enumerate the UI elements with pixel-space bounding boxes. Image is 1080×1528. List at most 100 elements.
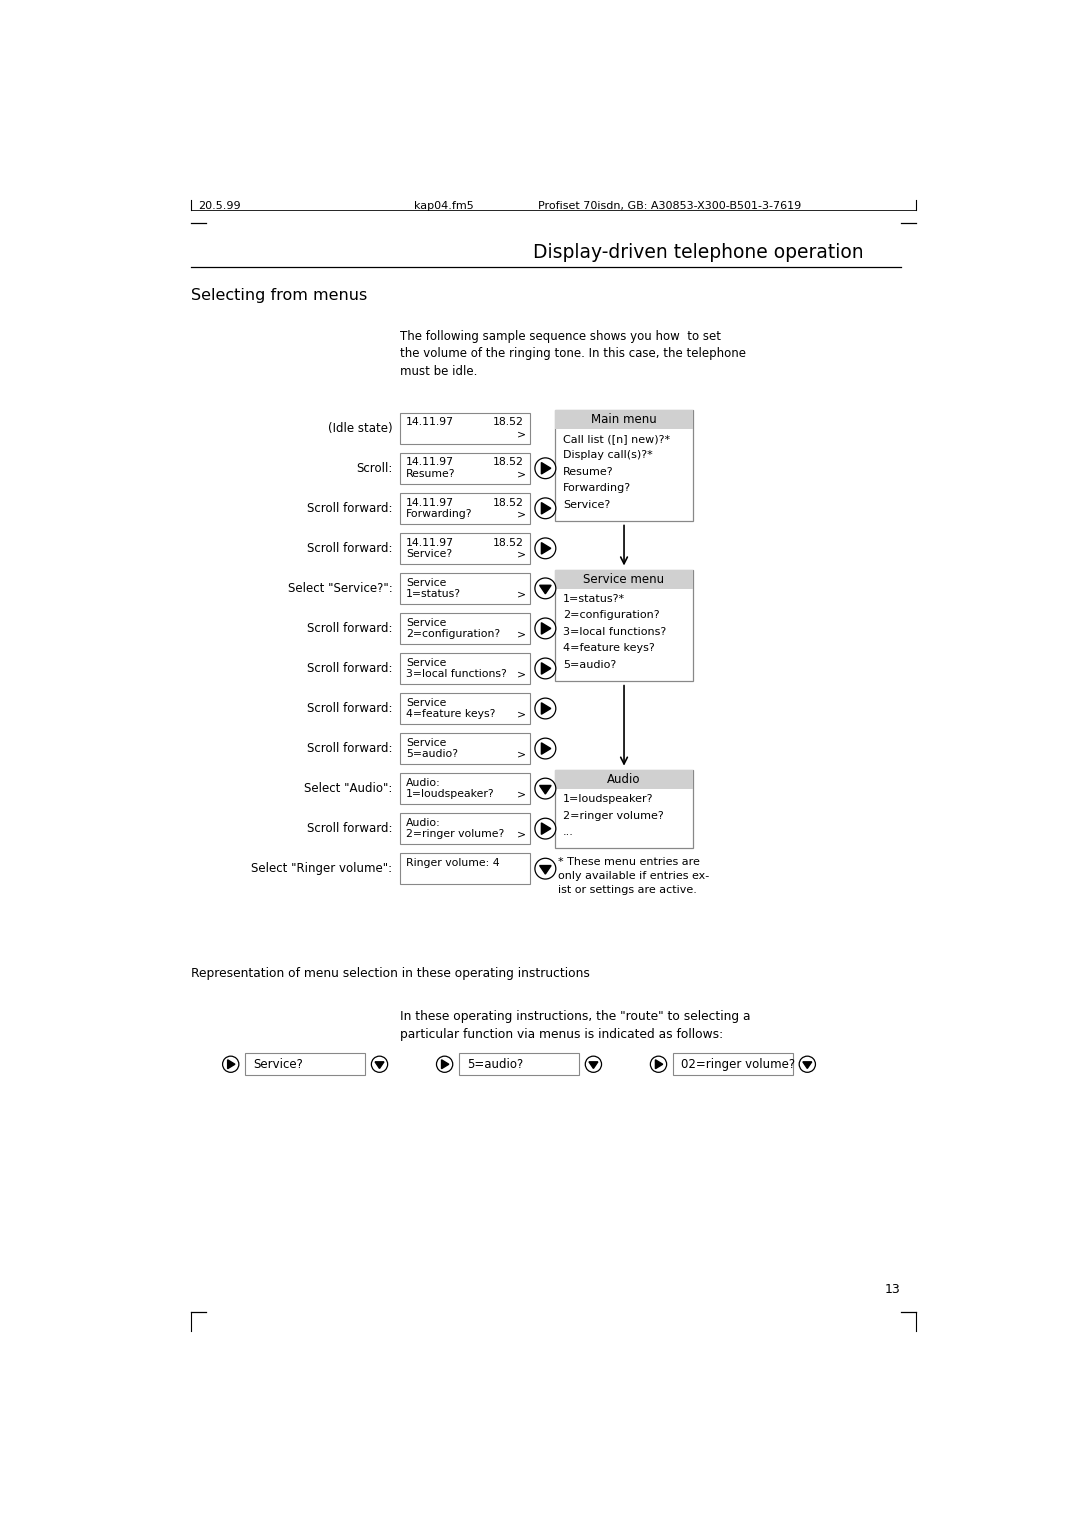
Circle shape xyxy=(535,498,556,518)
Text: Resume?: Resume? xyxy=(406,469,456,480)
Text: Scroll:: Scroll: xyxy=(356,461,392,475)
Polygon shape xyxy=(540,785,551,795)
Circle shape xyxy=(535,538,556,559)
Bar xyxy=(400,813,530,843)
Text: 2=configuration?: 2=configuration? xyxy=(563,610,660,620)
Circle shape xyxy=(650,1056,666,1073)
Text: >: > xyxy=(516,790,526,799)
Bar xyxy=(400,652,530,685)
Text: Audio:: Audio: xyxy=(406,778,441,788)
Text: In these operating instructions, the "route" to selecting a
particular function : In these operating instructions, the "ro… xyxy=(400,1010,751,1041)
Text: 1=loudspeaker?: 1=loudspeaker? xyxy=(563,795,653,804)
Text: 13: 13 xyxy=(885,1282,901,1296)
Text: >: > xyxy=(516,509,526,520)
Text: >: > xyxy=(516,749,526,759)
Text: * These menu entries are
only available if entries ex-
ist or settings are activ: * These menu entries are only available … xyxy=(558,857,710,895)
Polygon shape xyxy=(541,824,551,834)
Polygon shape xyxy=(802,1062,812,1068)
Text: 5=audio?: 5=audio? xyxy=(563,660,616,669)
Bar xyxy=(555,770,693,848)
Polygon shape xyxy=(589,1062,598,1068)
Bar xyxy=(487,871,498,880)
Polygon shape xyxy=(541,623,551,634)
Text: >: > xyxy=(516,669,526,680)
Circle shape xyxy=(222,1056,239,1073)
Bar xyxy=(555,410,693,521)
Text: Scroll forward:: Scroll forward: xyxy=(307,622,392,636)
Text: Scroll forward:: Scroll forward: xyxy=(307,542,392,555)
Bar xyxy=(400,573,530,604)
Text: Select "Ringer volume":: Select "Ringer volume": xyxy=(252,862,392,876)
Text: Service menu: Service menu xyxy=(583,573,664,587)
Circle shape xyxy=(535,859,556,879)
Circle shape xyxy=(535,698,556,718)
Bar xyxy=(400,613,530,643)
Polygon shape xyxy=(541,542,551,555)
Text: 2=ringer volume?: 2=ringer volume? xyxy=(563,810,663,821)
Bar xyxy=(400,773,530,804)
Bar xyxy=(459,1053,579,1076)
Text: Service: Service xyxy=(406,578,447,588)
Text: 1=loudspeaker?: 1=loudspeaker? xyxy=(406,790,495,799)
Text: Service?: Service? xyxy=(563,500,610,510)
Text: 2=ringer volume?: 2=ringer volume? xyxy=(406,830,504,839)
Circle shape xyxy=(372,1056,388,1073)
Polygon shape xyxy=(541,463,551,474)
Text: >: > xyxy=(516,709,526,720)
Bar xyxy=(460,871,471,880)
Polygon shape xyxy=(375,1062,384,1068)
Text: 1=status?*: 1=status?* xyxy=(563,594,625,604)
Text: Service: Service xyxy=(406,738,447,747)
Circle shape xyxy=(799,1056,815,1073)
Text: 3=local functions?: 3=local functions? xyxy=(563,626,666,637)
Polygon shape xyxy=(541,503,551,513)
Bar xyxy=(673,1053,793,1076)
Text: Call list ([n] new)?*: Call list ([n] new)?* xyxy=(563,434,670,443)
Text: Service?: Service? xyxy=(253,1057,302,1071)
Text: 18.52: 18.52 xyxy=(494,457,524,468)
Circle shape xyxy=(535,458,556,478)
Text: Service: Service xyxy=(406,698,447,707)
Text: Scroll forward:: Scroll forward: xyxy=(307,501,392,515)
Text: 2=configuration?: 2=configuration? xyxy=(406,630,500,639)
Text: >: > xyxy=(516,590,526,599)
Text: 4=feature keys?: 4=feature keys? xyxy=(563,643,654,654)
Text: >: > xyxy=(516,469,526,480)
Bar xyxy=(555,570,693,681)
Bar xyxy=(400,452,530,484)
Text: 5=audio?: 5=audio? xyxy=(406,749,458,759)
Text: >: > xyxy=(516,549,526,559)
Bar xyxy=(400,533,530,564)
Text: Select "Audio":: Select "Audio": xyxy=(303,782,392,795)
Text: 1=status?: 1=status? xyxy=(406,590,461,599)
Circle shape xyxy=(535,659,556,678)
Bar xyxy=(555,770,693,790)
Text: 14.11.97: 14.11.97 xyxy=(406,457,455,468)
Text: Scroll forward:: Scroll forward: xyxy=(307,822,392,836)
Text: >: > xyxy=(516,830,526,839)
Circle shape xyxy=(535,578,556,599)
Bar xyxy=(473,871,485,880)
Polygon shape xyxy=(540,585,551,594)
Text: Service: Service xyxy=(406,657,447,668)
Circle shape xyxy=(535,778,556,799)
Circle shape xyxy=(436,1056,453,1073)
Bar xyxy=(555,410,693,429)
Polygon shape xyxy=(540,865,551,874)
Bar xyxy=(433,871,444,880)
Text: Profiset 70isdn, GB: A30853-X300-B501-3-7619: Profiset 70isdn, GB: A30853-X300-B501-3-… xyxy=(538,200,801,211)
Bar xyxy=(400,413,530,443)
Text: 18.52: 18.52 xyxy=(494,498,524,507)
Bar xyxy=(245,1053,365,1076)
Text: Audio: Audio xyxy=(607,773,640,787)
Text: 18.52: 18.52 xyxy=(494,538,524,547)
Text: 14.11.97: 14.11.97 xyxy=(406,498,455,507)
Circle shape xyxy=(535,817,556,839)
Text: 02=ringer volume?: 02=ringer volume? xyxy=(680,1057,795,1071)
Text: Representation of menu selection in these operating instructions: Representation of menu selection in thes… xyxy=(191,967,590,981)
Bar xyxy=(400,733,530,764)
Bar xyxy=(400,694,530,724)
Bar xyxy=(446,871,458,880)
Bar xyxy=(406,871,418,880)
Polygon shape xyxy=(541,663,551,674)
